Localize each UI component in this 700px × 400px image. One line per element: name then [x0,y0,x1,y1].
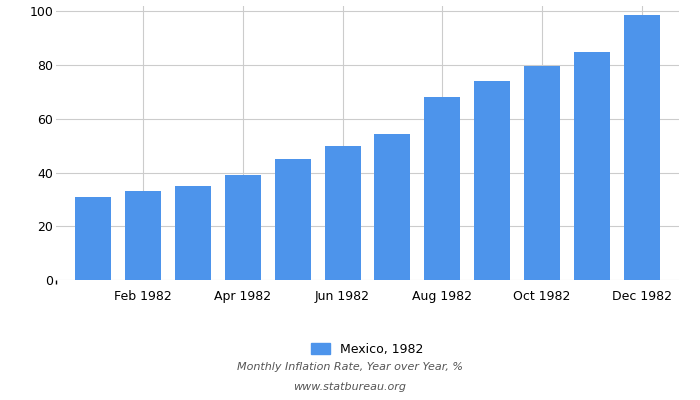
Bar [125,191,161,280]
Bar [225,175,261,280]
Bar [624,14,659,280]
Bar [275,159,311,280]
Bar [524,66,560,280]
Bar [424,97,460,280]
Text: Monthly Inflation Rate, Year over Year, %: Monthly Inflation Rate, Year over Year, … [237,362,463,372]
Bar [175,186,211,280]
Bar [474,81,510,280]
Bar [574,52,610,280]
Bar [76,197,111,280]
Legend: Mexico, 1982: Mexico, 1982 [312,343,424,356]
Bar [325,146,360,280]
Text: www.statbureau.org: www.statbureau.org [293,382,407,392]
Bar [374,134,410,280]
